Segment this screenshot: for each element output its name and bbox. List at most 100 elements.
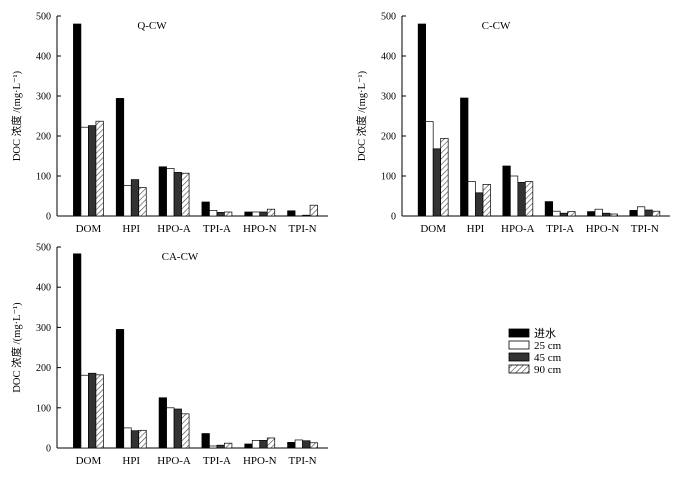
x-category-label: TPI-A — [546, 223, 574, 235]
legend-swatch-90cm — [508, 364, 530, 374]
bar-influent-hpi — [115, 329, 125, 449]
x-category-label: TPI-N — [289, 455, 317, 467]
legend-label-influent: 进水 — [534, 327, 556, 340]
legend: 进水 25 cm 45 cm 90 cm — [508, 327, 562, 376]
bar-90cm-dom — [95, 120, 104, 217]
x-category-label: DOM — [76, 455, 102, 467]
legend-swatch-45cm — [508, 352, 530, 362]
bar-90cm-tpi-n — [309, 442, 318, 449]
x-category-label: HPO-N — [243, 223, 277, 235]
bar-45cm-hpo-n — [602, 212, 611, 217]
bar-influent-hpo-n — [587, 211, 596, 217]
bar-90cm-hpo-a — [181, 413, 190, 449]
y-tick-label: 200 — [36, 132, 51, 143]
x-category-label: DOM — [420, 223, 446, 235]
panel-title: Q-CW — [137, 20, 167, 32]
panel-title: CA-CW — [162, 251, 199, 263]
bar-25cm-hpo-n — [251, 440, 261, 449]
bar-90cm-hpi — [482, 184, 491, 217]
bar-25cm-hpo-a — [166, 407, 175, 449]
bar-90cm-hpo-a — [524, 181, 534, 217]
bar-influent-hpi — [115, 98, 125, 217]
legend-label-90cm: 90 cm — [534, 364, 562, 376]
bar-25cm-hpi — [123, 185, 132, 217]
bar-90cm-hpo-n — [266, 437, 276, 449]
bar-45cm-hpo-a — [517, 182, 526, 217]
bar-45cm-hpo-a — [173, 408, 182, 449]
bar-45cm-hpo-a — [173, 172, 182, 217]
chart-panel-ca-cw: 0 100 200 300 400 500 DOC 浓度 /(mg·L⁻¹) CA-CW DOM… — [10, 243, 328, 467]
y-tick-label: 100 — [381, 172, 396, 183]
bar-45cm-tpi-a — [216, 212, 225, 217]
bar-90cm-hpi — [138, 429, 147, 449]
bar-25cm-dom — [80, 126, 89, 217]
bar-90cm-tpi-a — [567, 211, 576, 217]
bar-influent-tpi-a — [544, 201, 554, 217]
bar-45cm-hpi — [130, 430, 140, 449]
bar-25cm-hpo-n — [594, 208, 603, 217]
legend-swatch-25cm — [508, 340, 530, 350]
x-category-label: HPI — [467, 223, 485, 235]
bar-25cm-dom — [80, 374, 89, 449]
bar-45cm-hpo-n — [259, 211, 268, 217]
x-category-label: DOM — [76, 223, 102, 235]
bar-45cm-dom — [88, 372, 97, 449]
bar-25cm-dom — [425, 121, 434, 217]
bar-90cm-hpi — [138, 187, 147, 217]
chart-panel-q-cw: 0 100 200 300 400 500 DOC 浓度 /(mg·L⁻¹) Q-CW DOM H… — [10, 12, 328, 235]
bar-45cm-hpi — [130, 179, 140, 217]
bar-25cm-tpi-n — [294, 439, 303, 449]
legend-label-45cm: 45 cm — [534, 352, 562, 364]
bar-influent-hpo-n — [244, 443, 253, 449]
bar-influent-tpi-n — [287, 442, 296, 449]
y-tick-label: 0 — [391, 212, 396, 223]
x-category-label: TPI-A — [203, 223, 231, 235]
bar-90cm-dom — [95, 374, 104, 449]
y-tick-label: 100 — [36, 172, 51, 183]
y-tick-label: 200 — [36, 363, 51, 374]
legend-label-25cm: 25 cm — [534, 340, 562, 352]
bar-90cm-hpo-n — [266, 208, 276, 217]
bar-25cm-tpi-a — [209, 210, 218, 217]
bar-25cm-hpo-a — [166, 168, 175, 217]
y-tick-label: 100 — [36, 403, 51, 414]
bar-25cm-tpi-n — [636, 206, 646, 217]
bar-25cm-hpi — [467, 181, 476, 217]
bar-45cm-dom — [88, 125, 97, 217]
bar-90cm-tpi-n — [309, 204, 318, 217]
x-category-label: HPO-A — [501, 223, 535, 235]
y-tick-label: 200 — [381, 132, 396, 143]
bar-45cm-dom — [432, 148, 442, 217]
bar-25cm-tpi-a — [209, 445, 218, 449]
bar-45cm-tpi-n — [302, 440, 311, 449]
bar-influent-tpi-a — [201, 201, 210, 217]
x-category-label: HPO-N — [243, 455, 277, 467]
bar-influent-hpo-n — [244, 211, 253, 217]
bar-influent-tpi-n — [629, 210, 638, 217]
x-category-label: HPO-A — [157, 455, 191, 467]
bar-influent-hpi — [460, 97, 469, 217]
x-category-label: HPO-A — [157, 223, 191, 235]
bar-45cm-tpi-a — [559, 212, 569, 217]
bar-influent-hpo-a — [158, 166, 167, 217]
bar-45cm-tpi-a — [216, 444, 225, 449]
y-axis-title: DOC 浓度 /(mg·L⁻¹) — [10, 302, 23, 393]
bar-influent-tpi-n — [287, 210, 296, 217]
y-tick-label: 500 — [36, 12, 51, 23]
x-category-label: TPI-N — [289, 223, 317, 235]
bar-90cm-tpi-a — [224, 211, 233, 217]
bar-90cm-hpo-n — [609, 213, 618, 217]
bar-influent-dom — [73, 23, 82, 217]
legend-swatch-influent — [508, 328, 530, 338]
bar-90cm-hpo-a — [181, 172, 190, 217]
x-category-label: TPI-A — [203, 455, 231, 467]
y-tick-label: 300 — [36, 323, 51, 334]
y-tick-label: 400 — [36, 283, 51, 294]
bar-25cm-hpi — [123, 427, 132, 449]
y-tick-label: 400 — [36, 52, 51, 63]
bar-45cm-tpi-n — [644, 209, 653, 217]
x-category-label: HPO-N — [586, 223, 620, 235]
bar-90cm-tpi-a — [224, 442, 233, 449]
bar-influent-hpo-a — [502, 165, 511, 217]
